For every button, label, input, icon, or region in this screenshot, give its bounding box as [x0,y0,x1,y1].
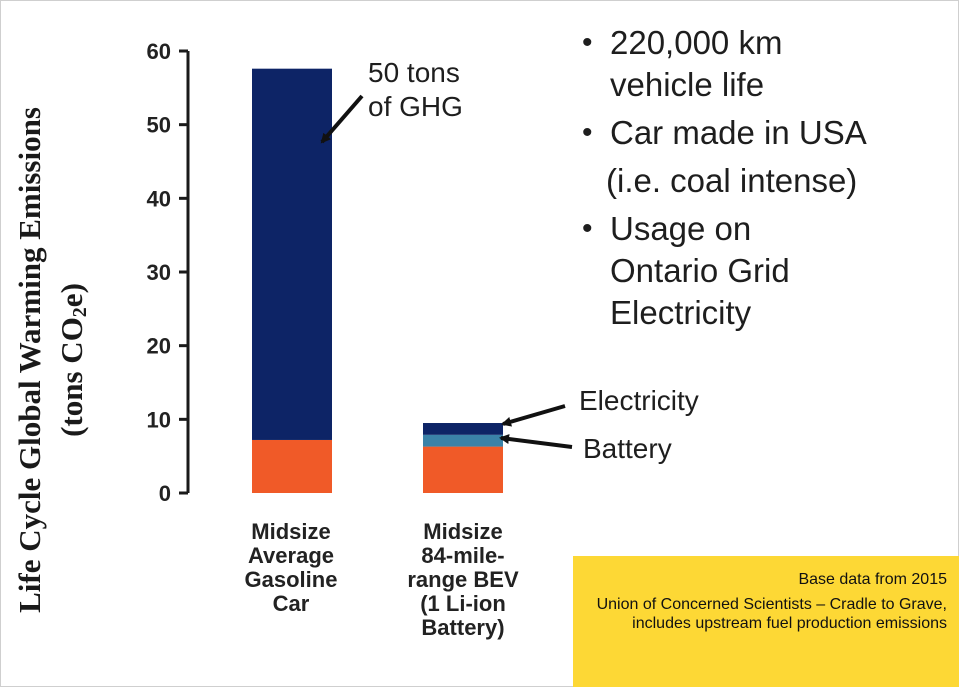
bar-segment [423,446,503,493]
unit-suffix: e) [54,283,89,308]
bullet-dot-icon: • [582,26,593,59]
battery-annotation: Battery [583,433,672,464]
unit-prefix: (tons CO [54,317,89,437]
y-axis-unit: (tons CO2e) [51,107,101,613]
electricity-arrow [501,404,566,427]
category-line: 84-mile- [421,543,505,568]
y-tick-label: 10 [147,407,171,432]
y-tick-label: 60 [147,39,171,64]
unit-subscript: 2 [69,307,91,318]
y-axis-title: Life Cycle Global Warming Emissions [12,107,47,613]
category-label-bev: Midsize 84-mile- range BEV (1 Li-ion Bat… [388,520,538,640]
category-line: Battery) [421,615,505,640]
bullet-item: • Car made in USA [582,112,952,154]
category-line: range BEV [407,567,519,592]
bullet-subline: (i.e. coal intense) [582,160,952,202]
bullet-dot-icon: • [582,212,593,245]
y-axis-label: Life Cycle Global Warming Emissions (ton… [9,107,101,613]
bullet-item: • Usage on Ontario Grid Electricity [582,208,952,334]
bar-segment [252,68,332,440]
bullet-item: • 220,000 km vehicle life [582,22,952,106]
y-tick-label: 30 [147,260,171,285]
bullet-line: 220,000 km [610,24,783,61]
bullet-line: Car made in USA [610,114,867,151]
bar-segment [423,434,503,447]
bullet-line: Electricity [610,294,752,331]
annotation-arrows [320,94,573,449]
category-line: Midsize [251,519,331,544]
y-tick-label: 50 [147,113,171,138]
y-tick-label: 20 [147,334,171,359]
bars [252,68,503,493]
ghg-annotation: 50 tons of GHG [368,56,463,124]
y-tick-label: 0 [159,481,171,506]
y-tick-label: 40 [147,186,171,211]
category-line: Average [247,543,334,568]
y-axis: 0 10 20 30 40 50 60 [147,39,190,506]
source-year: Base data from 2015 [798,571,947,588]
bullet-line: Usage on [610,210,752,247]
category-line: Car [272,591,310,616]
category-line: Gasoline [244,567,338,592]
bar-segment [423,423,503,435]
category-label-gasoline: Midsize Average Gasoline Car [216,520,366,616]
bar-segment [252,439,332,493]
ghg-annotation-line: 50 tons [368,57,460,88]
bullet-line: vehicle life [610,66,765,103]
category-line: Midsize [423,519,503,544]
ghg-annotation-line: of GHG [368,91,463,122]
bullet-line: Ontario Grid [610,252,790,289]
ghg-arrow [320,94,364,144]
bullet-list: • 220,000 km vehicle life • Car made in … [582,22,952,340]
source-note: Base data from 2015 Union of Concerned S… [573,556,959,687]
source-citation: Union of Concerned Scientists – Cradle t… [596,596,947,632]
bullet-line: (i.e. coal intense) [606,162,858,199]
electricity-annotation: Electricity [579,385,699,416]
battery-arrow [499,434,573,449]
category-line: (1 Li-ion [420,591,506,616]
bullet-dot-icon: • [582,116,593,149]
